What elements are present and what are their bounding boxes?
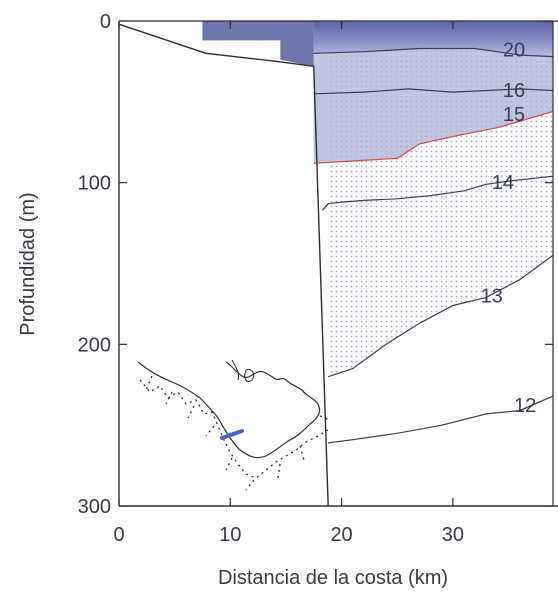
- contour-label-20: 20: [503, 40, 525, 62]
- contour-20: [313, 47, 554, 58]
- contour-14: [322, 175, 554, 211]
- contour-label-15: 15: [503, 104, 525, 126]
- x-tick-label: 10: [219, 524, 241, 546]
- contour-16: [313, 88, 554, 95]
- contour-lines: [313, 47, 554, 444]
- contour-12: [328, 395, 554, 444]
- inset-location-map: [137, 359, 331, 491]
- coastline-outline: [137, 361, 321, 459]
- y-tick-label: 100: [78, 173, 111, 195]
- axes: [118, 20, 558, 507]
- coast-boundary-line: [118, 23, 329, 507]
- contour-label-13: 13: [481, 285, 503, 307]
- x-tick-label: 0: [113, 524, 124, 546]
- warm-temperature-region: [313, 21, 553, 57]
- island-outline: [244, 369, 255, 383]
- dotted-border: [139, 375, 331, 491]
- temperature-shading: [202, 21, 553, 377]
- contour-15: [313, 110, 554, 164]
- transect-marker: [220, 429, 244, 440]
- x-tick-label: 20: [330, 524, 352, 546]
- axis-ticks: [118, 20, 553, 507]
- contour-label-14: 14: [492, 172, 514, 194]
- y-tick-label: 300: [78, 496, 111, 518]
- y-tick-label: 0: [100, 11, 111, 33]
- x-tick-label: 30: [442, 524, 464, 546]
- contour-13: [328, 254, 554, 378]
- x-axis-label: Distancia de la costa (km): [218, 567, 448, 589]
- mid-temperature-region: [313, 21, 553, 164]
- y-tick-label: 200: [78, 334, 111, 356]
- inlet-outline: [231, 359, 239, 381]
- contour-label-12: 12: [514, 395, 536, 417]
- surface-warm-band: [202, 21, 314, 67]
- y-axis-label: Profundidad (m): [17, 192, 39, 335]
- contour-label-16: 16: [503, 80, 525, 102]
